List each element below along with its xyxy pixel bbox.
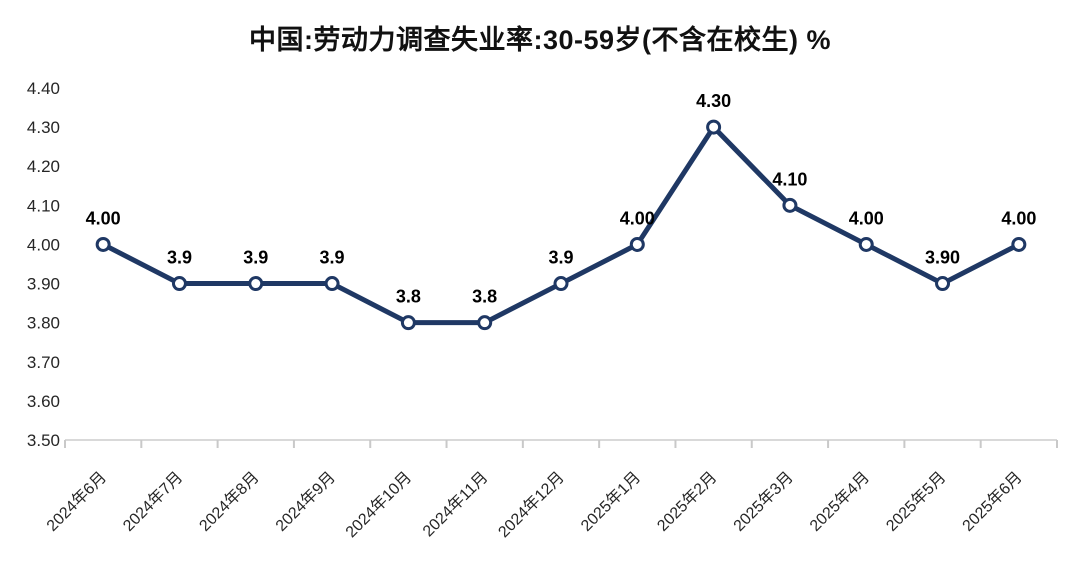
data-point-marker [858, 236, 874, 252]
y-tick-label: 3.50 [27, 431, 60, 450]
data-point-label: 4.00 [1001, 208, 1036, 228]
data-point-marker [171, 276, 187, 292]
y-tick-label: 3.70 [27, 353, 60, 372]
x-tick-label: 2025年3月 [730, 468, 797, 535]
y-tick-label: 3.60 [27, 392, 60, 411]
data-point-label: 3.9 [548, 248, 573, 268]
data-point-marker [248, 276, 264, 292]
data-point-label: 3.8 [472, 287, 497, 307]
data-point-marker [629, 236, 645, 252]
x-tick-label: 2024年10月 [342, 468, 415, 541]
x-tick-label: 2025年6月 [959, 468, 1026, 535]
data-point-marker [553, 276, 569, 292]
data-point-marker [782, 197, 798, 213]
data-point-marker [400, 315, 416, 331]
chart-title: 中国:劳动力调查失业率:30-59岁(不含在校生) % [248, 25, 832, 55]
x-tick-label: 2025年5月 [883, 468, 950, 535]
x-tick-label: 2024年11月 [419, 468, 491, 540]
x-tick-label: 2024年6月 [43, 468, 110, 535]
data-point-label: 3.90 [925, 248, 960, 268]
y-tick-label: 3.80 [27, 314, 60, 333]
data-point-label: 3.9 [320, 248, 345, 268]
data-point-label: 4.00 [849, 208, 884, 228]
data-point-label: 3.9 [167, 248, 192, 268]
data-point-label: 4.00 [86, 208, 121, 228]
x-tick-label: 2025年2月 [654, 468, 721, 535]
data-point-label: 4.10 [772, 169, 807, 189]
y-tick-label: 4.30 [27, 118, 60, 137]
x-tick-label: 2025年4月 [806, 468, 873, 535]
data-point-marker [1011, 236, 1027, 252]
data-point-label: 4.00 [620, 208, 655, 228]
y-tick-label: 4.10 [27, 196, 60, 215]
data-point-label: 3.9 [243, 248, 268, 268]
data-point-label: 4.30 [696, 91, 731, 111]
x-tick-label: 2024年7月 [119, 468, 186, 535]
data-point-marker [477, 315, 493, 331]
y-tick-label: 4.00 [27, 235, 60, 254]
y-tick-label: 3.90 [27, 275, 60, 294]
data-point-marker [935, 276, 951, 292]
x-tick-label: 2025年1月 [577, 468, 644, 535]
data-point-marker [95, 236, 111, 252]
data-point-label: 3.8 [396, 287, 421, 307]
data-point-marker [324, 276, 340, 292]
x-tick-label: 2024年9月 [272, 468, 339, 535]
x-tick-label: 2024年12月 [495, 468, 568, 541]
data-point-marker [706, 119, 722, 135]
y-tick-label: 4.40 [27, 79, 60, 98]
x-tick-label: 2024年8月 [196, 468, 263, 535]
y-tick-label: 4.20 [27, 157, 60, 176]
